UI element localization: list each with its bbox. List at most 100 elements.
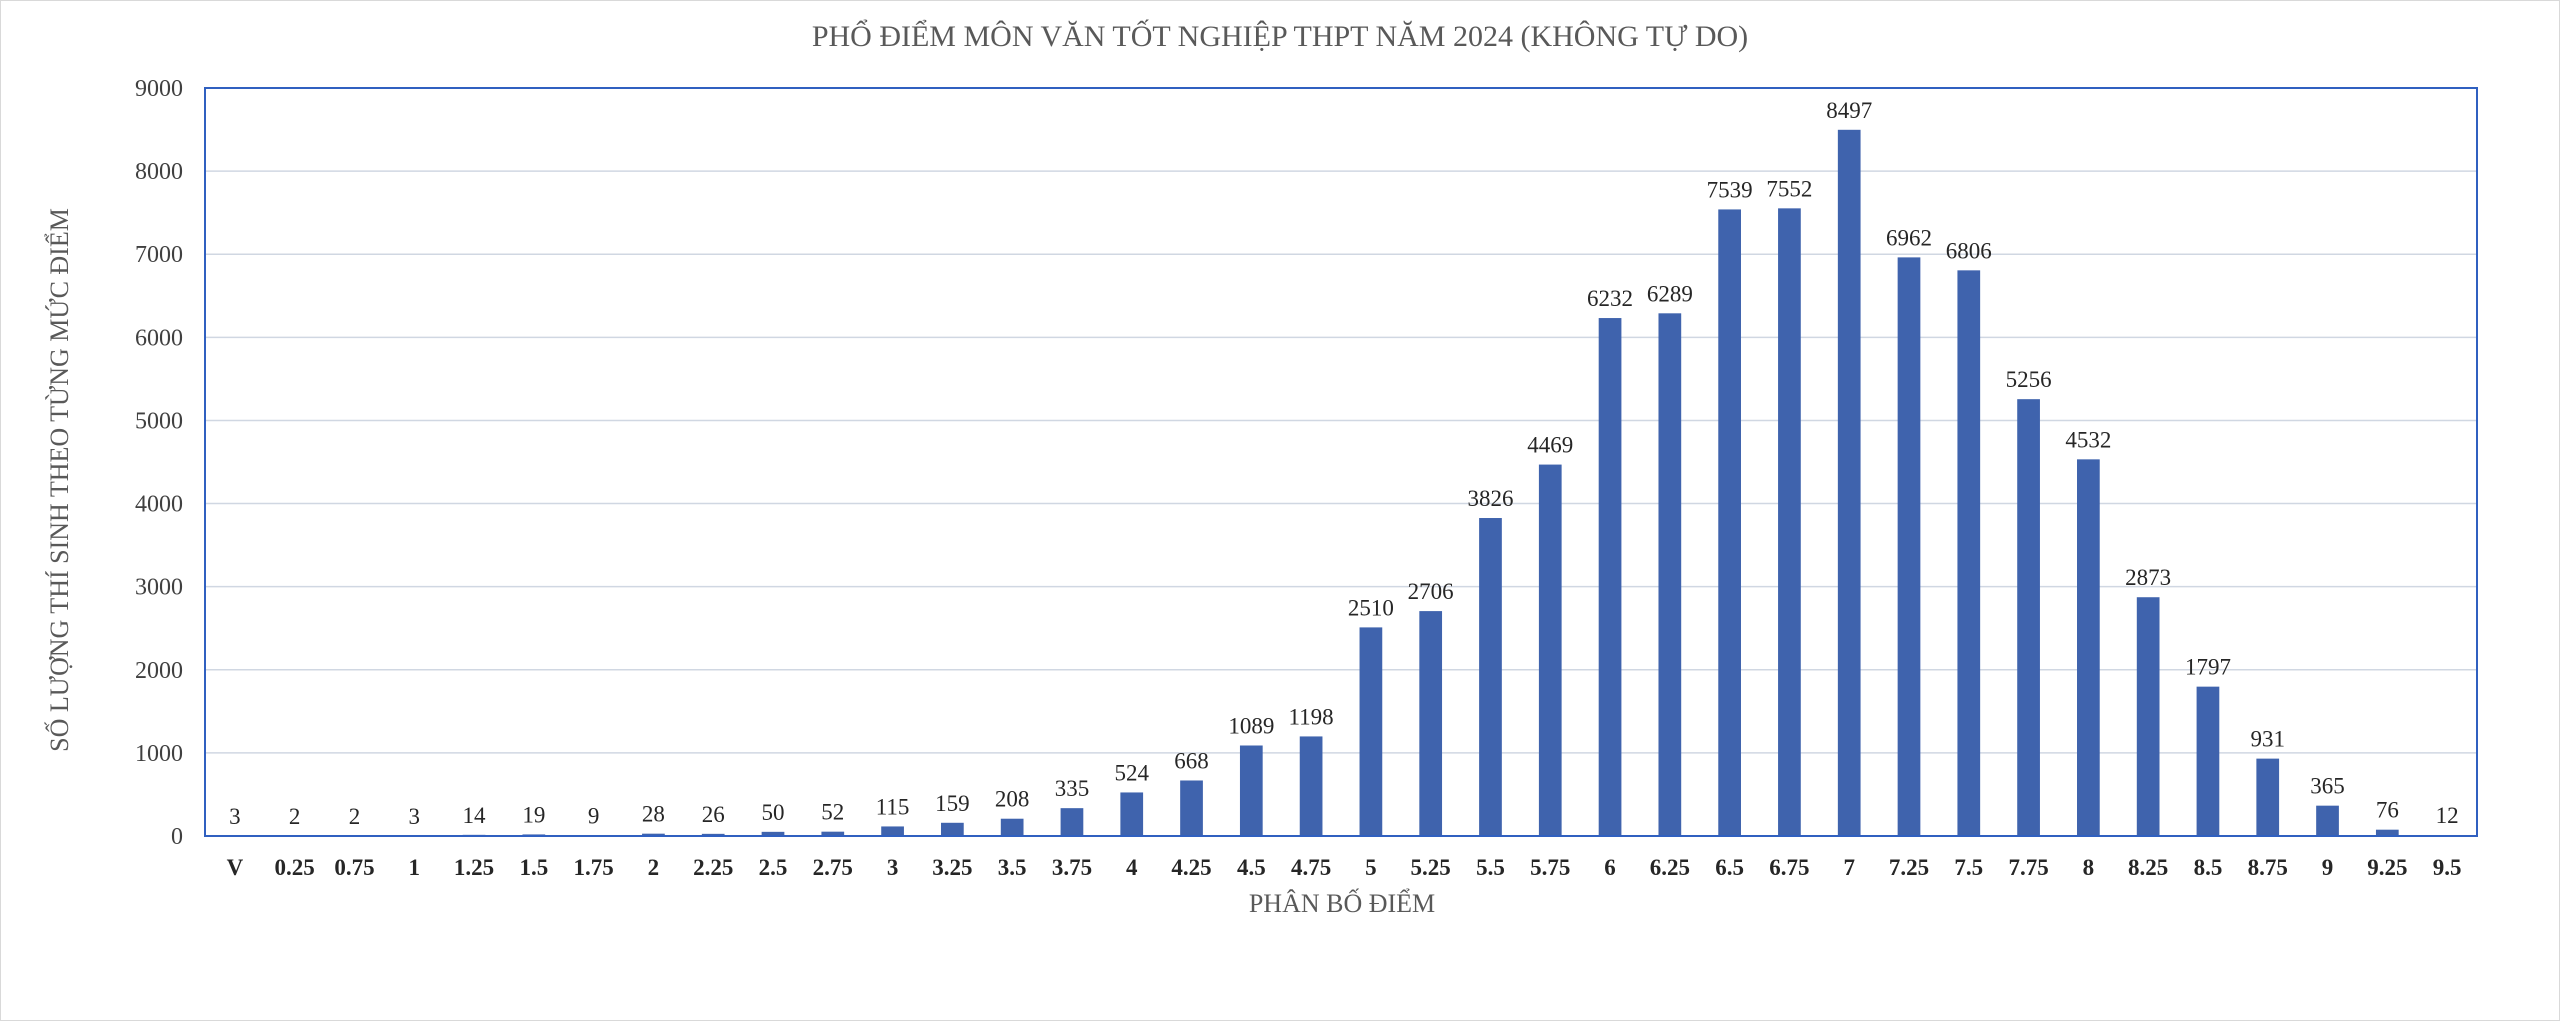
bar: [821, 831, 845, 836]
data-label: 7539: [1707, 177, 1753, 202]
bar: [1060, 808, 1084, 836]
bar: [1120, 792, 1144, 836]
x-tick-label: 6.75: [1769, 855, 1809, 880]
data-label: 19: [522, 802, 545, 827]
x-tick-label: 3.25: [932, 855, 972, 880]
x-tick-label: 5.5: [1476, 855, 1505, 880]
x-tick-label: 0.75: [334, 855, 374, 880]
data-label: 159: [935, 791, 970, 816]
x-tick-label: 4.75: [1291, 855, 1331, 880]
data-label: 12: [2436, 803, 2459, 828]
x-axis-ticks: V 0.25 0.75 1 1.25 1.5 1.75 2 2.25 2.5 2.75 3 3.25 3.…: [227, 855, 2462, 880]
data-label: 6289: [1647, 281, 1693, 306]
data-label: 8497: [1826, 98, 1872, 123]
x-tick-label: 4.25: [1171, 855, 1211, 880]
x-tick-label: 4: [1126, 855, 1138, 880]
y-tick-label: 8000: [135, 159, 183, 185]
bars: [223, 129, 2459, 837]
x-tick-label: 1.25: [454, 855, 494, 880]
bar: [1419, 611, 1443, 836]
data-label: 6962: [1886, 225, 1932, 250]
data-label: 2: [349, 804, 361, 829]
y-tick-label: 2000: [135, 658, 183, 684]
data-label: 1198: [1289, 704, 1334, 729]
x-tick-label: 4.5: [1237, 855, 1266, 880]
x-tick-label: 5.75: [1530, 855, 1570, 880]
data-label: 5256: [2006, 367, 2052, 392]
bar: [1598, 318, 1622, 837]
x-tick-label: 2.75: [813, 855, 853, 880]
bar: [1837, 129, 1861, 837]
chart-title: PHỔ ĐIỂM MÔN VĂN TỐT NGHIỆP THPT NĂM 202…: [812, 19, 1748, 53]
bar: [701, 833, 725, 836]
x-tick-label: 7.25: [1889, 855, 1929, 880]
bar: [941, 822, 964, 836]
data-label: 14: [463, 803, 487, 828]
data-label: 365: [2310, 774, 2345, 799]
x-tick-label: 2: [648, 855, 660, 880]
y-tick-label: 6000: [135, 325, 183, 351]
x-tick-label: 2.25: [693, 855, 733, 880]
x-tick-label: 7.75: [2008, 855, 2048, 880]
data-label: 2706: [1408, 579, 1454, 604]
x-tick-label: 8.75: [2248, 855, 2288, 880]
data-label: 1797: [2185, 655, 2231, 680]
data-label: 26: [702, 802, 725, 827]
data-label: 335: [1055, 776, 1090, 801]
x-tick-label: 1.75: [574, 855, 614, 880]
y-tick-label: 4000: [135, 492, 183, 518]
x-tick-label: 5: [1365, 855, 1377, 880]
x-tick-label: 1: [409, 855, 421, 880]
data-labels: 3 2 2 3 14 19 9 28 26 50 52 115 159 208 335 524 668 1089 1…: [229, 98, 2458, 829]
bar: [642, 833, 665, 836]
data-label: 3: [409, 804, 421, 829]
x-tick-label: 3.75: [1052, 855, 1092, 880]
data-label: 2873: [2125, 565, 2171, 590]
x-tick-label: 8.5: [2194, 855, 2223, 880]
data-label: 52: [821, 800, 844, 825]
bar: [2136, 597, 2160, 836]
bar: [1897, 257, 1921, 836]
y-tick-label: 0: [171, 824, 183, 850]
bar: [1239, 745, 1263, 836]
x-tick-label: V: [227, 855, 244, 880]
bar: [1000, 818, 1024, 836]
x-tick-label: 9: [2322, 855, 2334, 880]
bar: [2256, 758, 2280, 836]
x-tick-label: 7: [1843, 855, 1855, 880]
y-tick-label: 1000: [135, 741, 183, 767]
y-axis-title: SỐ LƯỢNG THÍ SINH THEO TỪNG MỨC ĐIỂM: [45, 208, 74, 752]
x-tick-label: 9.25: [2367, 855, 2407, 880]
data-label: 3: [229, 804, 241, 829]
data-label: 931: [2250, 727, 2285, 752]
bar: [2316, 805, 2339, 836]
bar: [1538, 464, 1562, 836]
x-tick-label: 1.5: [519, 855, 548, 880]
bar: [2375, 829, 2399, 836]
x-tick-label: 2.5: [759, 855, 788, 880]
bar: [1479, 518, 1502, 836]
x-tick-label: 3.5: [998, 855, 1027, 880]
x-tick-label: 8.25: [2128, 855, 2168, 880]
data-label: 2: [289, 804, 301, 829]
y-tick-label: 9000: [135, 76, 183, 102]
bar: [1180, 780, 1203, 836]
x-tick-label: 6: [1604, 855, 1616, 880]
data-label: 50: [762, 800, 785, 825]
x-tick-label: 8: [2083, 855, 2095, 880]
x-tick-label: 5.25: [1411, 855, 1451, 880]
bar: [1778, 208, 1801, 836]
data-label: 6806: [1946, 238, 1992, 263]
x-tick-label: 3: [887, 855, 899, 880]
data-label: 1089: [1228, 713, 1274, 738]
bar: [1299, 736, 1323, 836]
data-label: 4469: [1527, 433, 1573, 458]
data-label: 208: [995, 787, 1030, 812]
y-tick-label: 7000: [135, 242, 183, 268]
bar: [1957, 270, 1981, 836]
bar: [761, 831, 785, 836]
bar: [2077, 459, 2100, 836]
data-label: 7552: [1766, 176, 1812, 201]
